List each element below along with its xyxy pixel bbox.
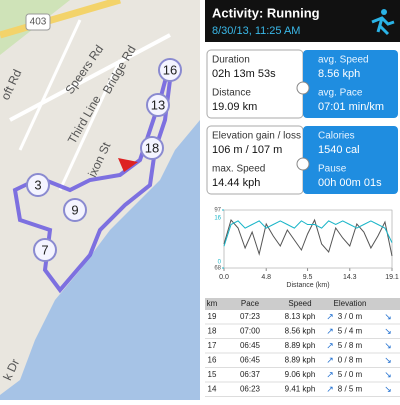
down-arrow: ↘ xyxy=(384,311,392,321)
series-line xyxy=(223,218,393,257)
stat-label: Pause xyxy=(318,164,347,175)
route-marker xyxy=(140,136,164,160)
table-header: km xyxy=(207,299,218,308)
marker-label: 16 xyxy=(163,62,177,77)
table-cell: 9.06 kph xyxy=(285,370,316,379)
table-header: Elevation xyxy=(334,299,367,308)
stat-label: Distance xyxy=(212,88,251,99)
table-cell: 5 / 8 m xyxy=(338,341,363,350)
table-cell: 8 / 5 m xyxy=(338,385,363,394)
up-arrow: ↗ xyxy=(326,326,334,336)
stat-label: Duration xyxy=(212,55,250,66)
table-cell: 5 / 4 m xyxy=(338,327,363,336)
table-cell: 9.41 kph xyxy=(285,385,316,394)
road-shield: 403 xyxy=(30,17,47,28)
route-marker xyxy=(33,238,57,262)
up-arrow: ↗ xyxy=(326,355,334,365)
table-cell: 06:45 xyxy=(240,341,261,350)
y-tick-label: 97 xyxy=(214,208,221,214)
marker-label: 18 xyxy=(145,140,159,155)
table-cell: 07:23 xyxy=(240,312,261,321)
x-tick-label: 0.0 xyxy=(219,274,229,281)
down-arrow: ↘ xyxy=(384,355,392,365)
table-cell: 06:45 xyxy=(240,356,261,365)
y2-tick-label: 0 xyxy=(218,260,222,266)
route-marker xyxy=(146,93,170,117)
table-cell: 17 xyxy=(208,341,217,350)
down-arrow: ↘ xyxy=(384,340,392,350)
up-arrow: ↗ xyxy=(326,384,334,394)
road xyxy=(58,59,122,191)
stat-value: 1540 cal xyxy=(318,144,360,156)
up-arrow: ↗ xyxy=(326,369,334,379)
up-arrow: ↗ xyxy=(326,340,334,350)
table-header-bg xyxy=(205,298,400,310)
table-cell: 07:00 xyxy=(240,327,261,336)
stat-label: avg. Pace xyxy=(318,88,363,99)
table-cell: 8.89 kph xyxy=(285,356,316,365)
end-flag xyxy=(118,158,138,172)
x-tick-label: 9.5 xyxy=(303,274,313,281)
down-arrow: ↘ xyxy=(384,326,392,336)
road xyxy=(18,19,82,151)
x-tick-label: 4.8 xyxy=(261,274,271,281)
plot-area xyxy=(223,209,393,269)
marker-label: 3 xyxy=(34,177,41,192)
up-arrow: ↗ xyxy=(326,311,334,321)
table-cell: 8.56 kph xyxy=(285,327,316,336)
table-cell: 19 xyxy=(208,312,217,321)
stats-right xyxy=(303,126,398,194)
down-arrow: ↘ xyxy=(384,369,392,379)
stat-value: 8.56 kph xyxy=(318,68,360,80)
marker-label: 7 xyxy=(41,242,48,257)
table-cell: 06:37 xyxy=(240,370,261,379)
table-cell: 14 xyxy=(208,385,217,394)
stat-value: 07:01 min/km xyxy=(318,101,384,113)
marker-label: 9 xyxy=(71,202,78,217)
runner-icon xyxy=(371,9,395,36)
stats-knob xyxy=(296,157,310,171)
stat-value: 00h 00m 01s xyxy=(318,177,382,189)
table-cell: 06:23 xyxy=(240,385,261,394)
stat-value: 02h 13m 53s xyxy=(212,68,276,80)
road xyxy=(9,33,171,122)
table-header: Speed xyxy=(288,299,311,308)
stat-label: max. Speed xyxy=(212,164,265,175)
stat-label: Calories xyxy=(318,131,355,142)
down-arrow: ↘ xyxy=(384,384,392,394)
activity-date: 8/30/13, 11:25 AM xyxy=(212,25,300,37)
stat-value: 19.09 km xyxy=(212,101,257,113)
table-header: Pace xyxy=(241,299,260,308)
x-tick-label: 19.1 xyxy=(385,274,399,281)
highway xyxy=(0,0,121,39)
stat-label: avg. Speed xyxy=(318,55,369,66)
stats-right xyxy=(303,50,398,118)
table-cell: 16 xyxy=(208,356,217,365)
water xyxy=(0,120,200,400)
route-marker xyxy=(26,173,50,197)
road-shield-bg xyxy=(25,13,51,31)
marker-label: 13 xyxy=(151,97,165,112)
y-tick-label: 68 xyxy=(214,266,221,272)
stats-knob xyxy=(296,81,310,95)
table-cell: 3 / 0 m xyxy=(338,312,363,321)
table-cell: 0 / 8 m xyxy=(338,356,363,365)
stat-value: 106 m / 107 m xyxy=(212,144,282,156)
x-axis-label: Distance (km) xyxy=(286,282,329,289)
header-bar xyxy=(205,0,400,42)
stat-label: Elevation gain / loss xyxy=(212,131,301,142)
route-marker xyxy=(63,198,87,222)
y2-tick-label: 16 xyxy=(214,216,221,222)
table-cell: 5 / 0 m xyxy=(338,370,363,379)
x-tick-label: 14.3 xyxy=(343,274,357,281)
activity-title: Activity: Running xyxy=(212,5,320,20)
route-marker xyxy=(158,58,182,82)
table-cell: 8.13 kph xyxy=(285,312,316,321)
table-cell: 18 xyxy=(208,327,217,336)
series-line xyxy=(223,220,393,247)
table-cell: 8.89 kph xyxy=(285,341,316,350)
table-cell: 15 xyxy=(208,370,217,379)
stat-value: 14.44 kph xyxy=(212,177,260,189)
